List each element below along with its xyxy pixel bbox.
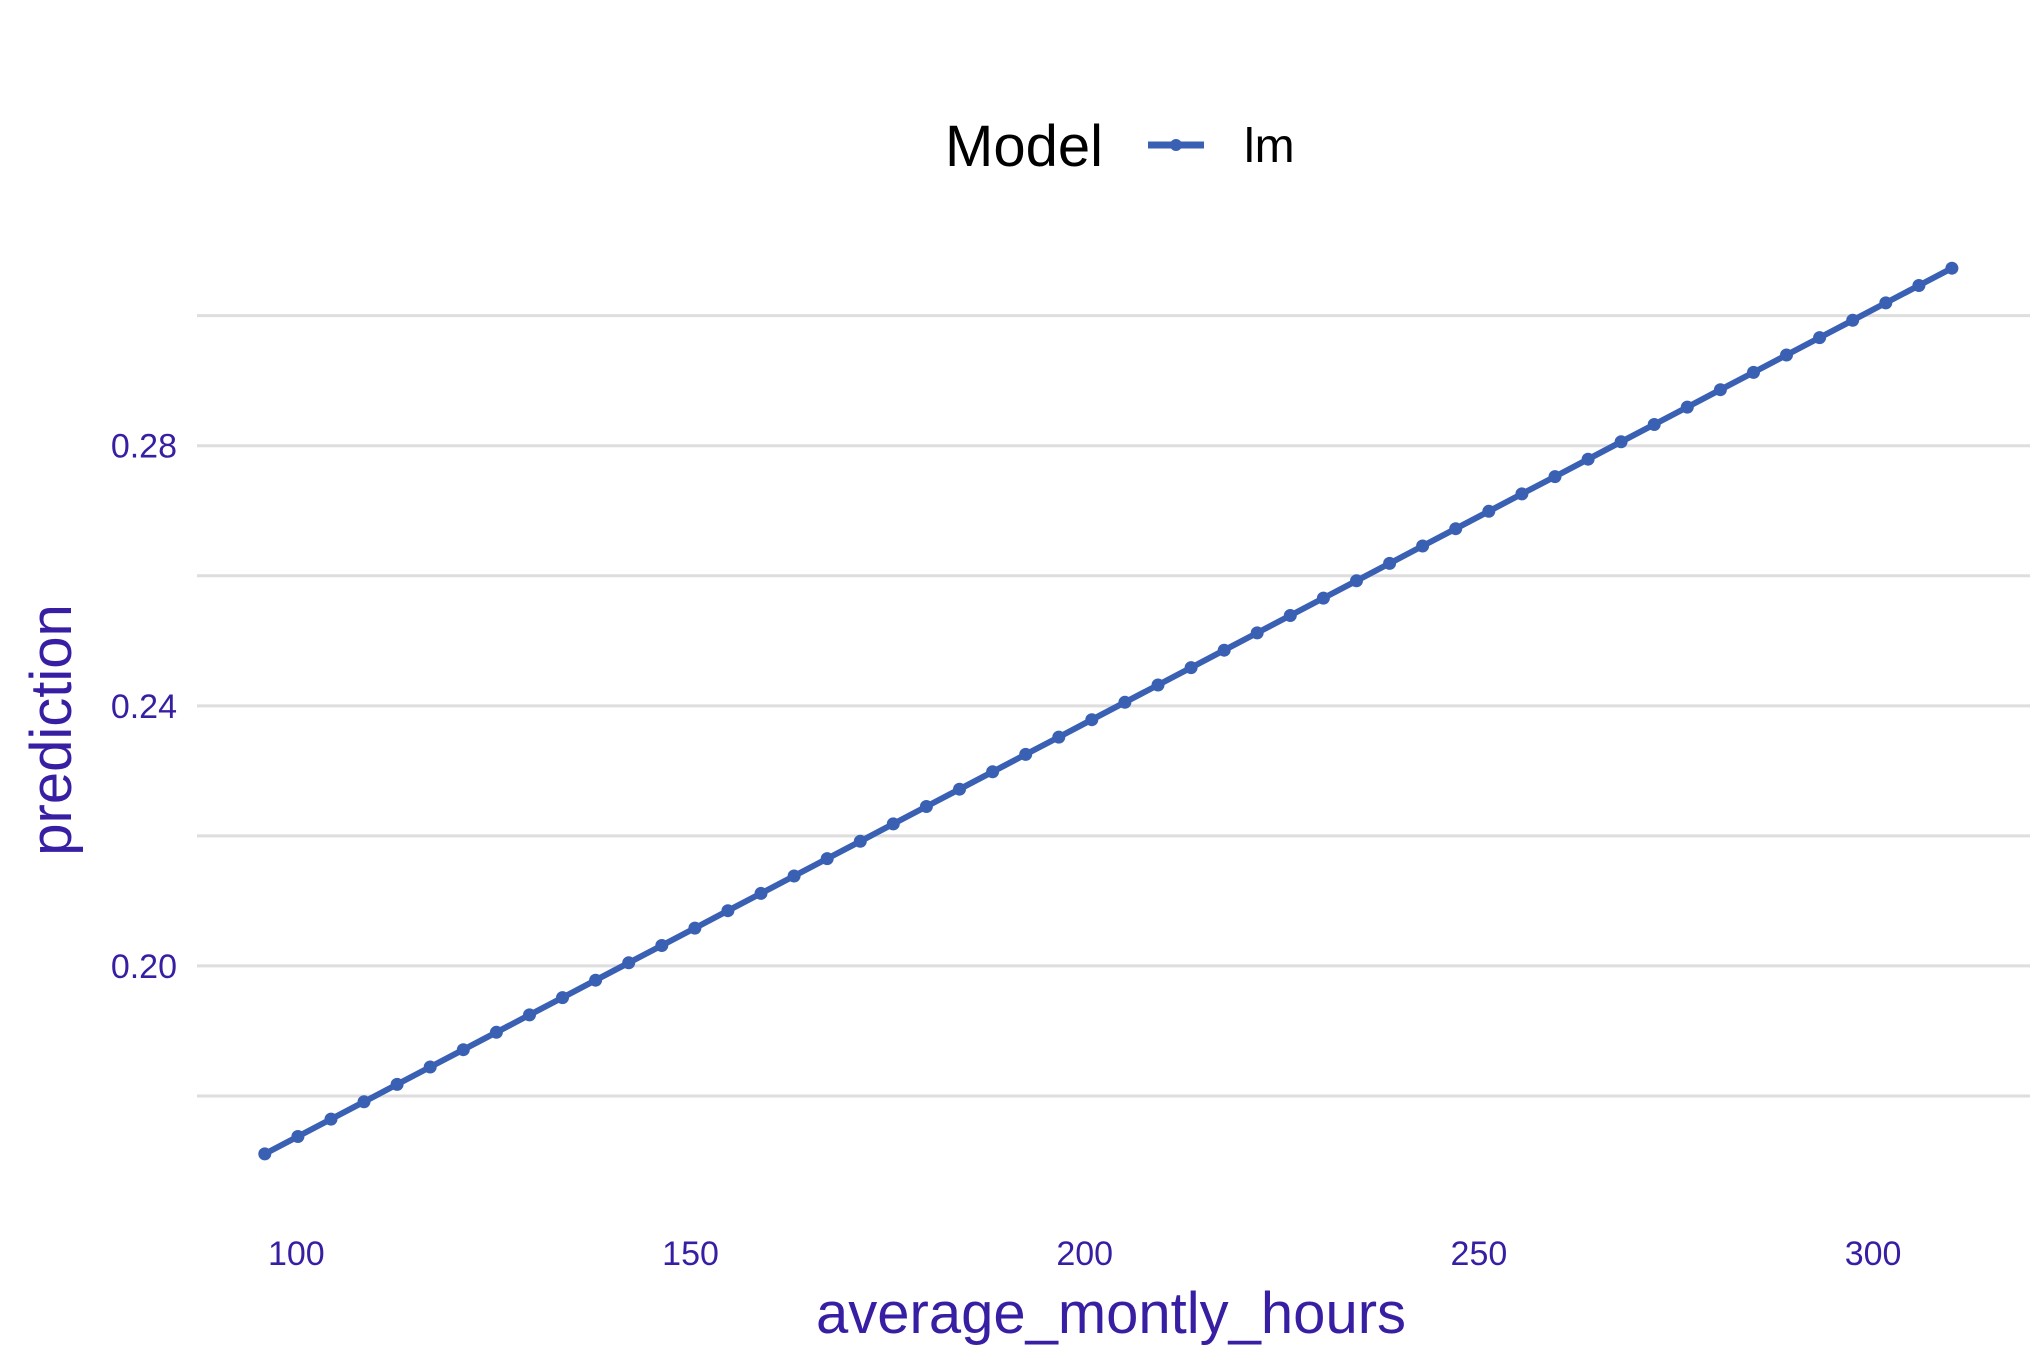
data-point: [324, 1112, 338, 1126]
x-tick-label: 300: [1845, 1235, 1902, 1273]
series-line: [261, 265, 1955, 1157]
data-point: [1085, 713, 1099, 727]
y-axis-title: prediction: [19, 604, 84, 855]
data-point: [787, 869, 801, 883]
data-point: [1118, 695, 1132, 709]
data-point: [1383, 556, 1397, 570]
data-point: [721, 904, 735, 918]
data-point: [357, 1095, 371, 1109]
y-tick-label: 0.20: [111, 948, 177, 986]
data-point: [556, 991, 569, 1005]
data-point: [1052, 730, 1066, 744]
data-point: [1416, 539, 1430, 553]
data-point: [423, 1060, 437, 1074]
data-point: [1350, 574, 1363, 588]
data-point: [489, 1025, 503, 1039]
data-point: [688, 921, 702, 935]
y-tick-label: 0.28: [111, 428, 177, 466]
x-axis-ticks: 100 150 200 250 300: [268, 1235, 1902, 1273]
data-point: [1780, 348, 1793, 362]
data-point: [986, 765, 1000, 779]
legend-title: Model: [945, 114, 1103, 179]
y-axis-ticks: 0.20 0.24 0.28: [111, 428, 177, 986]
data-point: [1846, 313, 1860, 327]
data-point: [1316, 591, 1330, 605]
data-point: [1515, 487, 1529, 501]
data-point: [919, 800, 933, 813]
data-point: [1581, 452, 1595, 466]
data-point: [456, 1043, 470, 1057]
data-point: [1945, 261, 1959, 275]
data-point: [291, 1130, 305, 1143]
series-lm: [258, 261, 1959, 1161]
data-point: [1647, 418, 1661, 431]
data-point: [390, 1077, 404, 1091]
data-point: [953, 782, 966, 796]
legend-label-lm: lm: [1244, 120, 1295, 173]
data-point: [1019, 747, 1033, 761]
x-axis-title: average_montly_hours: [816, 1281, 1406, 1346]
data-point: [886, 817, 900, 831]
data-point: [1680, 400, 1694, 414]
x-tick-label: 200: [1056, 1235, 1113, 1273]
y-tick-label: 0.24: [111, 688, 177, 726]
data-point: [1614, 435, 1628, 449]
data-point: [589, 973, 603, 987]
x-tick-label: 250: [1451, 1235, 1508, 1273]
data-point: [1747, 365, 1760, 379]
x-tick-label: 100: [268, 1235, 325, 1273]
data-point: [820, 852, 834, 866]
x-tick-label: 150: [662, 1235, 719, 1273]
data-point: [655, 939, 669, 952]
data-point: [1713, 383, 1727, 397]
legend: Model lm: [945, 114, 1295, 179]
data-point: [1250, 626, 1264, 640]
data-point: [622, 956, 636, 970]
data-point: [523, 1008, 536, 1022]
data-point: [1879, 296, 1893, 310]
data-point: [1184, 661, 1198, 675]
data-point: [853, 834, 867, 848]
data-point: [754, 886, 768, 900]
data-point: [1813, 331, 1827, 345]
data-point: [1151, 678, 1165, 692]
data-point: [1217, 643, 1231, 657]
data-point: [258, 1147, 272, 1161]
data-point: [1449, 522, 1463, 536]
data-point: [1548, 470, 1562, 484]
data-point: [1912, 279, 1926, 292]
legend-key-point: [1170, 139, 1182, 151]
data-point: [1283, 609, 1297, 622]
data-point: [1482, 504, 1496, 518]
